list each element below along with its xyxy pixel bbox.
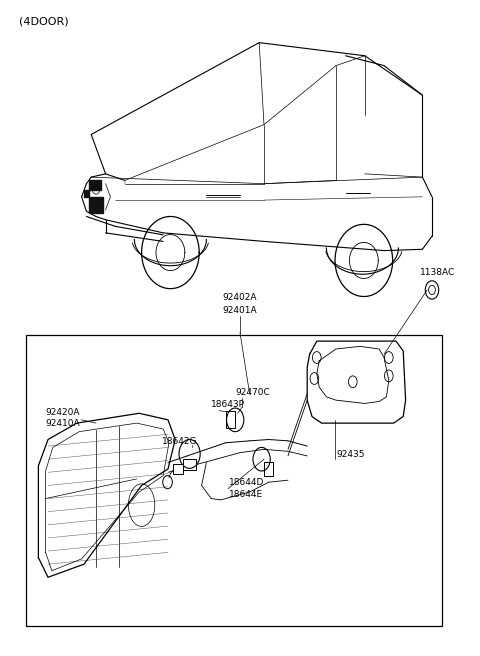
Text: 18643P: 18643P	[211, 400, 245, 409]
Bar	[173, 464, 183, 474]
Bar	[264, 462, 273, 476]
Bar	[226, 411, 235, 428]
Text: 92401A: 92401A	[223, 306, 257, 315]
Bar	[26, 335, 442, 626]
Text: 92402A: 92402A	[223, 293, 257, 302]
Text: 92435: 92435	[336, 450, 364, 459]
Text: 18644D: 18644D	[229, 478, 265, 487]
Bar	[183, 459, 196, 470]
Text: (4DOOR): (4DOOR)	[19, 16, 69, 26]
Text: 92420A: 92420A	[46, 407, 80, 417]
Text: 18642G: 18642G	[162, 437, 198, 446]
Text: 1138AC: 1138AC	[420, 268, 456, 277]
Text: 18644E: 18644E	[229, 489, 264, 499]
Text: 92410A: 92410A	[46, 419, 80, 428]
Polygon shape	[89, 197, 103, 213]
Polygon shape	[84, 180, 101, 197]
Text: 92470C: 92470C	[235, 388, 270, 397]
